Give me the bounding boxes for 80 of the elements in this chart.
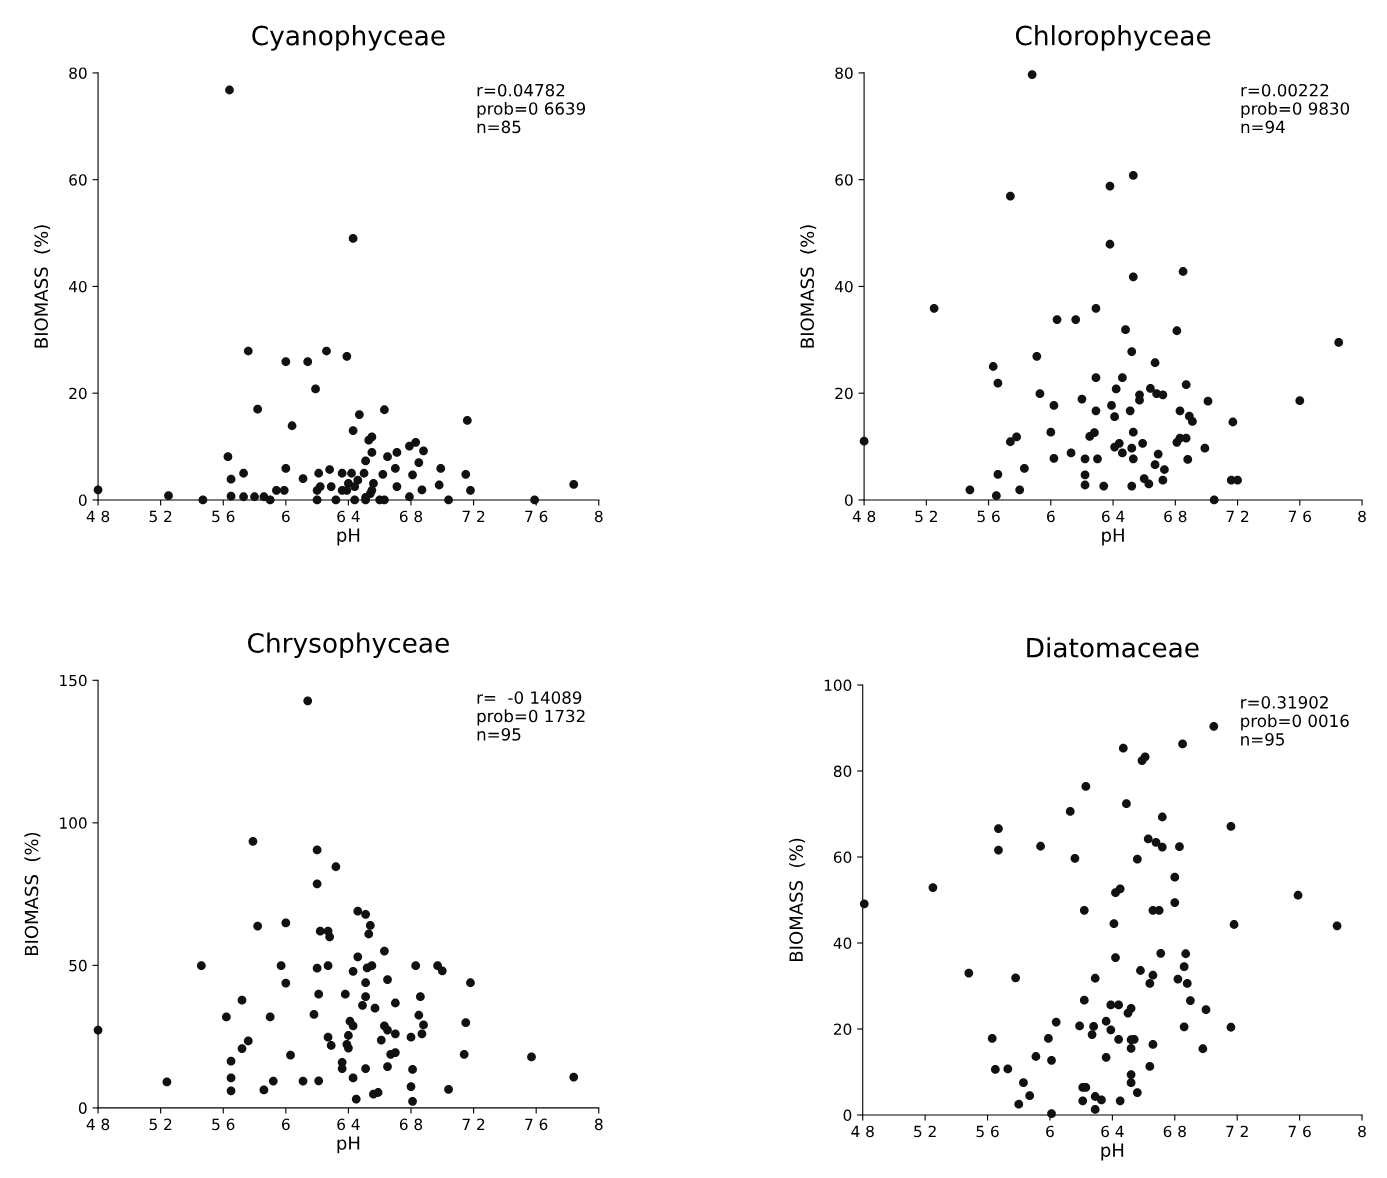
x-tick-label: 5 6 bbox=[976, 1125, 999, 1138]
x-tick-label: 5 6 bbox=[212, 1118, 235, 1131]
x-tick-label: 7 6 bbox=[1288, 510, 1311, 523]
x-tick-label: 5 2 bbox=[915, 510, 937, 523]
x-tick-label: 6 8 bbox=[399, 510, 423, 523]
x-tick-label: 5 2 bbox=[914, 1125, 936, 1138]
y-tick-label: 40 bbox=[834, 280, 853, 293]
annotation: prob=0 6639 bbox=[477, 101, 586, 119]
x-tick-label: 6 bbox=[282, 510, 290, 523]
x-tick-label: 6 4 bbox=[337, 1118, 360, 1131]
chart-title: Chrysophyceae bbox=[248, 632, 449, 659]
x-axis-title: pH bbox=[337, 528, 360, 546]
x-tick-label: 5 2 bbox=[149, 510, 172, 523]
x-tick-label: 7 6 bbox=[1288, 1125, 1311, 1138]
y-tick-label: 60 bbox=[835, 174, 853, 186]
x-axis-title: pH bbox=[337, 1136, 360, 1154]
y-tick-label: 0 bbox=[844, 494, 853, 506]
x-tick-label: 8 bbox=[1358, 510, 1366, 523]
x-tick-label: 6 bbox=[1047, 510, 1055, 523]
chart-title: Chlorophyceae bbox=[1015, 25, 1211, 51]
annotation: prob=0 1732 bbox=[477, 709, 585, 726]
y-tick-label: 80 bbox=[69, 67, 87, 79]
y-axis-title: BIOMASS (%) bbox=[24, 832, 41, 956]
y-tick-label: 20 bbox=[833, 1023, 852, 1035]
chart-title: Cyanophyceae bbox=[252, 25, 445, 51]
y-tick-label: 0 bbox=[78, 1102, 87, 1114]
chart-title: Diatomaceae bbox=[1027, 637, 1199, 658]
x-tick-label: 7 2 bbox=[1226, 1125, 1248, 1137]
x-tick-label: 5 6 bbox=[977, 510, 1000, 523]
annotation: prob=0 0016 bbox=[1241, 714, 1349, 731]
x-tick-label: 4 8 bbox=[852, 510, 876, 523]
x-tick-label: 8 bbox=[1358, 1125, 1366, 1138]
annotation: n=85 bbox=[477, 120, 521, 134]
x-tick-label: 7 6 bbox=[525, 510, 548, 523]
y-tick-label: 20 bbox=[835, 387, 853, 400]
y-tick-label: 50 bbox=[69, 959, 87, 972]
x-tick-label: 6 bbox=[282, 1118, 290, 1131]
y-axis-title: BIOMASS (%) bbox=[789, 838, 806, 961]
x-axis-title: pH bbox=[1101, 1143, 1124, 1161]
x-tick-label: 6 4 bbox=[337, 510, 360, 523]
annotation: r= -0 14089 bbox=[477, 691, 582, 704]
x-tick-label: 8 bbox=[594, 1118, 603, 1131]
x-tick-label: 7 6 bbox=[525, 1118, 548, 1131]
x-tick-label: 6 8 bbox=[399, 1118, 423, 1131]
y-tick-label: 60 bbox=[69, 174, 87, 186]
x-tick-label: 6 8 bbox=[1164, 510, 1187, 523]
y-tick-label: 20 bbox=[69, 387, 87, 400]
annotation: n=94 bbox=[1241, 120, 1285, 134]
annotation: prob=0 9830 bbox=[1241, 101, 1350, 119]
x-tick-label: 4 8 bbox=[851, 1125, 874, 1138]
x-axis-title: pH bbox=[1102, 528, 1124, 546]
x-tick-label: 5 6 bbox=[212, 510, 235, 523]
x-tick-label: 6 8 bbox=[1163, 1125, 1186, 1138]
y-tick-label: 0 bbox=[843, 1109, 852, 1121]
annotation: n=95 bbox=[477, 728, 521, 741]
annotation: r=0.04782 bbox=[477, 83, 565, 97]
x-tick-label: 4 8 bbox=[86, 1118, 110, 1131]
x-tick-label: 7 2 bbox=[462, 1118, 485, 1130]
y-tick-label: 100 bbox=[60, 817, 87, 829]
y-tick-label: 100 bbox=[824, 679, 852, 692]
y-tick-label: 0 bbox=[78, 494, 87, 506]
annotation: r=0.31902 bbox=[1241, 696, 1328, 709]
x-tick-label: 4 8 bbox=[86, 510, 110, 523]
y-axis-title: BIOMASS (%) bbox=[34, 225, 51, 348]
annotation: n=95 bbox=[1241, 733, 1284, 746]
y-axis-title: BIOMASS (%) bbox=[800, 225, 817, 348]
y-tick-label: 80 bbox=[835, 67, 853, 79]
x-tick-label: 8 bbox=[594, 510, 603, 523]
x-tick-label: 7 2 bbox=[1226, 510, 1249, 522]
x-tick-label: 6 4 bbox=[1101, 1125, 1124, 1138]
y-tick-label: 40 bbox=[833, 937, 852, 950]
y-tick-label: 80 bbox=[833, 765, 852, 778]
x-tick-label: 6 4 bbox=[1101, 510, 1125, 523]
y-tick-label: 150 bbox=[60, 674, 87, 687]
annotation: r=0.00222 bbox=[1241, 83, 1329, 97]
y-tick-label: 60 bbox=[833, 851, 852, 864]
x-tick-label: 7 2 bbox=[462, 510, 485, 522]
x-tick-label: 6 bbox=[1046, 1125, 1054, 1138]
y-tick-label: 40 bbox=[68, 280, 87, 293]
x-tick-label: 5 2 bbox=[149, 1118, 172, 1131]
